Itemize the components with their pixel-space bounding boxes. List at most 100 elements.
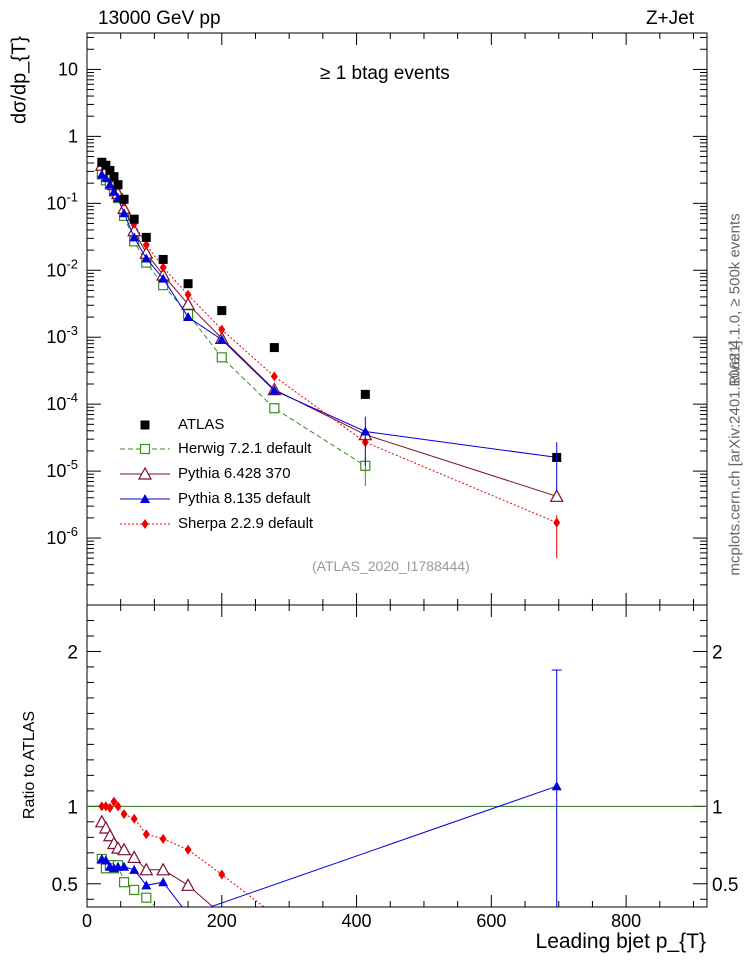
selection-label: ≥ 1 btag events: [320, 63, 450, 84]
data-point-sherpa-2-2-9-default: [218, 324, 226, 335]
ratio-point-sherpa-2-2-9-default: [110, 796, 118, 807]
data-point-pythia-8-135-default: [216, 334, 227, 344]
data-point-pythia-8-135-default: [141, 253, 152, 263]
x-tick-label: 800: [611, 911, 641, 931]
y-tick-label: 10-1: [46, 189, 78, 213]
process-label: Z+Jet: [645, 8, 694, 29]
ratio-point-pythia-8-135-default: [119, 861, 130, 871]
ratio-y-tick-label-right: 2: [712, 642, 723, 663]
legend-label-sherpa: Sherpa 2.2.9 default: [178, 515, 314, 532]
ratio-point-herwig-7-2-1-default: [129, 884, 140, 896]
ratio-y-tick-label-right: 1: [712, 797, 723, 818]
data-point-sherpa-2-2-9-default: [142, 239, 150, 250]
ratio-panel-frame: [86, 604, 708, 908]
ratio-point-sherpa-2-2-9-default: [184, 844, 192, 855]
analysis-id-label: (ATLAS_2020_I1788444): [312, 558, 470, 574]
collision-label: 13000 GeV pp: [98, 8, 221, 29]
legend-label-atlas: ATLAS: [178, 416, 225, 433]
y-tick-label: 10-2: [46, 256, 78, 280]
data-point-atlas: [119, 194, 129, 204]
data-point-pythia-8-135-default: [119, 208, 130, 218]
data-point-pythia-8-135-default: [104, 179, 115, 189]
data-point-herwig-7-2-1-default: [216, 352, 227, 363]
legend-marker-sherpa-2-2-9-default: [141, 519, 149, 529]
data-point-atlas: [109, 172, 119, 182]
ratio-point-herwig-7-2-1-default: [118, 877, 130, 888]
y-tick-label: 1: [68, 126, 78, 146]
ratio-point-pythia-6-428-370: [98, 820, 113, 834]
ratio-line-sherpa-2-2-9-default: [101, 800, 266, 907]
ratio-point-sherpa-2-2-9-default: [106, 802, 114, 813]
ratio-y-tick-label-right: 0.5: [712, 875, 738, 896]
ratio-plot-area: [94, 669, 562, 920]
ratio-point-sherpa-2-2-9-default: [98, 801, 106, 812]
ratio-point-pythia-8-135-default: [158, 877, 169, 887]
data-point-atlas: [158, 254, 168, 264]
legend-label-pythia8: Pythia 8.135 default: [178, 490, 311, 507]
legend-marker-pythia-6-428-370: [137, 466, 153, 480]
legend-marker-atlas: [140, 420, 150, 430]
legend-marker-pythia-8-135-default: [140, 494, 150, 503]
y-tick-label: 10: [58, 59, 78, 79]
ratio-axis-label: Ratio to ATLAS: [21, 710, 38, 820]
data-point-atlas: [360, 389, 370, 399]
data-point-pythia-6-428-370: [549, 489, 564, 502]
ratio-point-pythia-6-428-370: [127, 850, 142, 864]
ratio-point-sherpa-2-2-9-default: [159, 833, 167, 844]
ratio-point-herwig-7-2-1-default: [159, 910, 168, 919]
ratio-line-pythia-8-135-default: [101, 785, 557, 907]
ratio-point-pythia-6-428-370: [181, 878, 196, 891]
y-axis-label: dσ/dp_{T}: [8, 36, 31, 124]
ratio-point-pythia-6-428-370: [139, 862, 154, 876]
data-point-pythia-8-135-default: [183, 312, 194, 322]
data-point-pythia-8-135-default: [100, 172, 111, 182]
ratio-point-sherpa-2-2-9-default: [114, 801, 122, 812]
data-point-sherpa-2-2-9-default: [270, 371, 278, 382]
data-point-sherpa-2-2-9-default: [184, 289, 192, 300]
data-point-pythia-8-135-default: [108, 186, 119, 196]
x-tick-label: 600: [476, 911, 506, 931]
x-tick-label: 200: [207, 911, 237, 931]
ratio-point-herwig-7-2-1-default: [141, 892, 152, 903]
data-point-atlas: [101, 160, 111, 170]
ratio-point-pythia-8-135-default: [129, 864, 140, 874]
series-line-pythia-8-135-default: [101, 174, 557, 458]
x-axis-label: Leading bjet p_{T}: [535, 930, 706, 953]
mcplots-site-label: mcplots.cern.ch [arXiv:2401.10621]: [726, 340, 744, 576]
ratio-point-pythia-6-428-370: [117, 842, 132, 856]
main-plot-area: [94, 157, 564, 559]
legend-label-herwig: Herwig 7.2.1 default: [178, 440, 312, 457]
ratio-y-tick-label: 2: [67, 642, 78, 663]
y-tick-label: 10-4: [46, 390, 78, 414]
series-line-pythia-6-428-370: [101, 164, 557, 497]
ratio-point-sherpa-2-2-9-default: [142, 829, 150, 840]
series-line-sherpa-2-2-9-default: [101, 161, 557, 524]
ratio-point-sherpa-2-2-9-default: [130, 813, 138, 824]
y-tick-label: 10-3: [46, 323, 78, 347]
data-point-herwig-7-2-1-default: [269, 403, 280, 414]
data-point-atlas: [105, 165, 115, 175]
ratio-point-pythia-6-428-370: [102, 828, 117, 842]
y-tick-label: 10-5: [46, 457, 78, 481]
x-tick-label: 0: [82, 911, 92, 931]
data-point-atlas: [129, 214, 139, 224]
data-point-pythia-8-135-default: [129, 232, 140, 242]
ratio-point-pythia-8-135-default: [100, 855, 111, 865]
ratio-point-pythia-8-135-default: [141, 880, 152, 890]
data-point-pythia-6-428-370: [181, 297, 196, 310]
data-point-pythia-8-135-default: [158, 273, 169, 283]
ratio-point-sherpa-2-2-9-default: [271, 910, 278, 920]
ratio-point-sherpa-2-2-9-default: [120, 809, 128, 820]
y-tick-label: 10-6: [46, 524, 78, 548]
legend-label-pythia6: Pythia 6.428 370: [178, 465, 291, 482]
ratio-y-tick-label: 1: [67, 797, 78, 818]
ratio-point-sherpa-2-2-9-default: [218, 869, 226, 880]
data-point-atlas: [141, 232, 151, 242]
data-point-atlas: [183, 279, 193, 289]
ratio-point-pythia-6-428-370: [156, 862, 171, 876]
data-point-atlas: [269, 343, 279, 353]
legend-marker-herwig-7-2-1-default: [139, 443, 151, 455]
ratio-y-tick-label: 0.5: [52, 875, 78, 896]
data-point-atlas: [113, 180, 123, 190]
